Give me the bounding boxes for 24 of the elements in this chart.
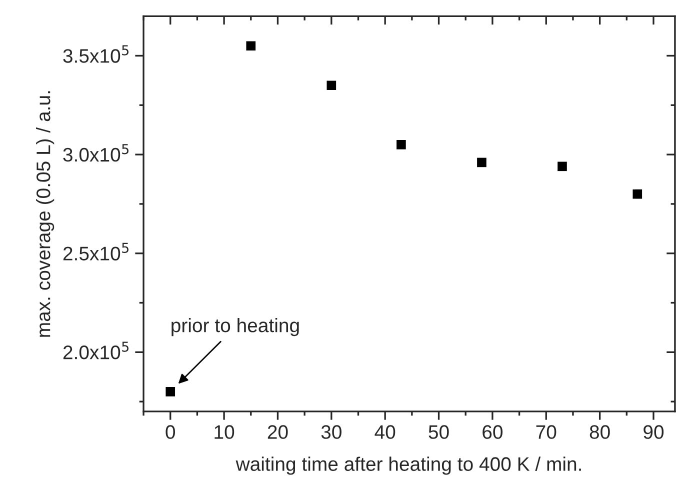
x-tick-label: 70: [536, 425, 556, 439]
x-tick-label: 0: [166, 425, 176, 439]
x-tick-label: 10: [214, 425, 234, 439]
x-tick-label: 90: [644, 425, 664, 439]
y-tick-label: 2.0x10$^{5}$: [63, 342, 129, 360]
point: [477, 158, 486, 168]
x-tick-label: 50: [428, 425, 449, 439]
y-tick-label: 2.5x10$^{5}$: [63, 242, 129, 260]
point: [166, 387, 176, 396]
point: [632, 189, 642, 199]
annotation: prior to heating: [172, 318, 299, 336]
point: [246, 41, 256, 51]
x-tick-label: 60: [482, 425, 503, 439]
x-tick-label: 80: [590, 425, 610, 439]
y-tick-label: 3.5x10$^{5}$: [63, 45, 129, 63]
point: [558, 162, 567, 172]
x-tick-label: 30: [321, 425, 342, 439]
point: [396, 140, 406, 150]
point: [326, 80, 336, 90]
y-axis-title: max. coverage (0.05 L) / a.u.: [36, 91, 54, 337]
x-tick-label: 40: [374, 425, 396, 439]
x-tick-label: 20: [268, 425, 288, 439]
y-tick-label: 3.0x10$^{5}$: [63, 144, 129, 162]
x-axis-title: waiting time after heating to 400 K / min.: [236, 456, 581, 475]
